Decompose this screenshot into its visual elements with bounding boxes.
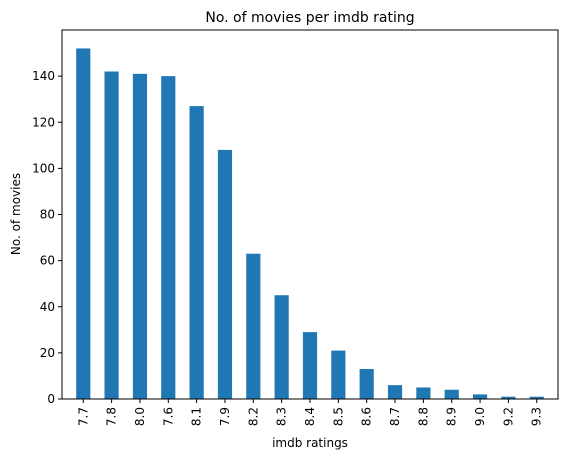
bar [444, 389, 459, 399]
bar [331, 350, 346, 399]
bar [104, 71, 119, 399]
bar [132, 73, 148, 399]
x-tick-label: 9.2 [501, 407, 515, 426]
x-tick-label: 9.0 [473, 407, 487, 426]
x-tick-label: 8.6 [360, 407, 374, 426]
x-tick-label: 8.7 [388, 407, 402, 426]
y-tick-label: 80 [40, 208, 55, 222]
x-tick-label: 8.0 [133, 407, 147, 426]
y-tick-label: 120 [32, 115, 55, 129]
y-tick-label: 0 [47, 392, 55, 406]
bar [274, 295, 289, 399]
x-axis-label: imdb ratings [272, 436, 348, 450]
y-tick-label: 100 [32, 161, 55, 175]
bar [387, 385, 403, 399]
bar [217, 149, 233, 399]
bar [416, 387, 431, 399]
chart-title: No. of movies per imdb rating [205, 10, 414, 26]
y-axis: 0 20 40 60 80 100 120 140 [32, 69, 62, 406]
bar [302, 332, 318, 399]
bar [501, 396, 516, 399]
x-tick-label: 7.8 [105, 407, 119, 426]
bars-group [76, 48, 544, 400]
x-tick-label: 7.7 [76, 407, 90, 426]
bar [359, 369, 374, 399]
x-tick-label: 8.8 [416, 407, 430, 426]
bar [246, 253, 261, 399]
y-tick-label: 20 [40, 346, 55, 360]
x-tick-label: 8.1 [190, 407, 204, 426]
x-tick-label: 8.5 [331, 407, 345, 426]
plot-frame [61, 29, 559, 400]
bar [529, 396, 544, 399]
x-tick-label: 8.9 [445, 407, 459, 426]
x-tick-label: 9.3 [530, 407, 544, 426]
y-axis-label: No. of movies [9, 173, 23, 255]
bar [472, 394, 488, 399]
y-tick-label: 140 [32, 69, 55, 83]
y-tick-label: 60 [40, 254, 55, 268]
x-tick-label: 7.9 [218, 407, 232, 426]
x-tick-label: 8.3 [275, 407, 289, 426]
x-tick-label: 8.4 [303, 407, 317, 426]
bar [76, 48, 91, 399]
x-axis: 7.7 7.8 8.0 7.6 8.1 7.9 8.2 8.3 8.4 8.5 8.6 8.7 8.8 8… [76, 399, 544, 426]
bar [161, 76, 176, 400]
bar [189, 106, 204, 400]
x-tick-label: 8.2 [246, 407, 260, 426]
x-tick-label: 7.6 [161, 407, 175, 426]
y-tick-label: 40 [40, 300, 55, 314]
